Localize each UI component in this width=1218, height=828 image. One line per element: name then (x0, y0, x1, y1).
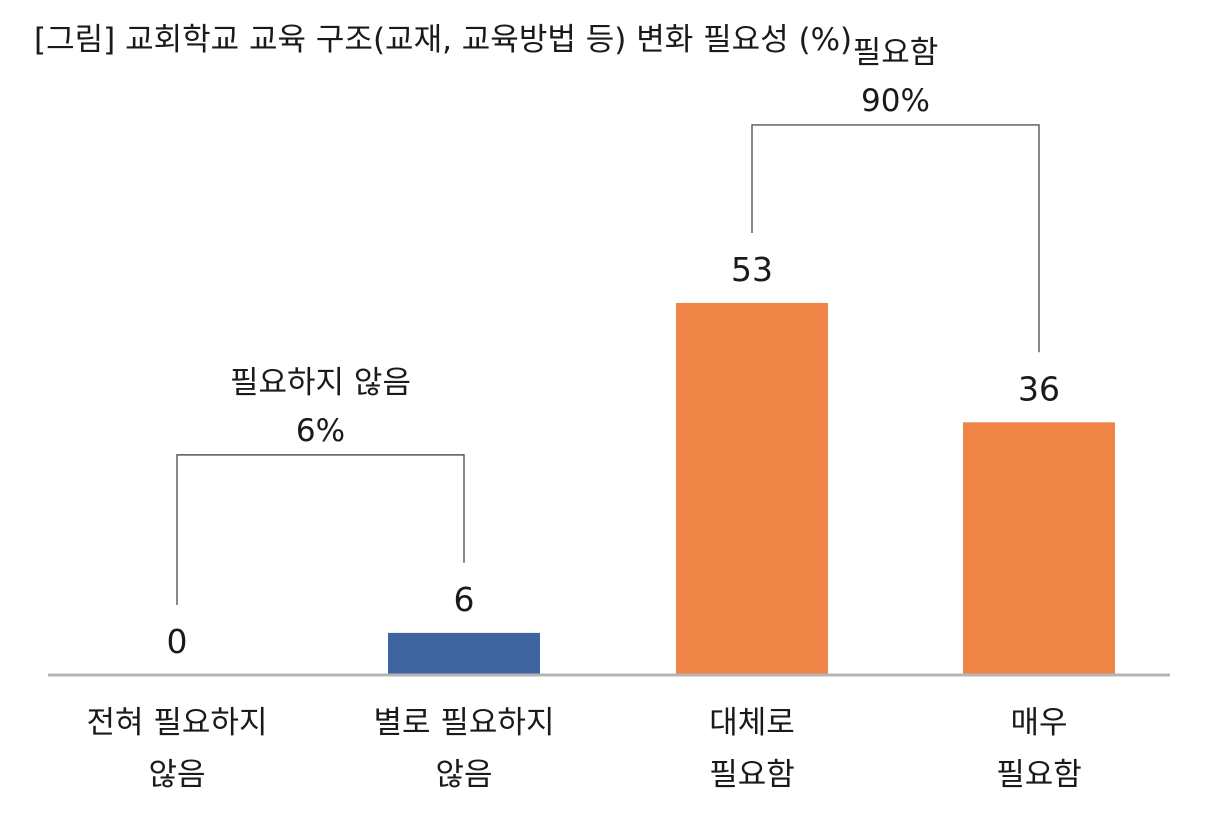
group-bracket-1 (751, 124, 1040, 353)
category-label-3-0: 매우 (1010, 705, 1067, 741)
category-label-2-1: 필요함 (709, 757, 795, 793)
value-label-1: 6 (454, 580, 475, 619)
category-label-0-1: 않음 (148, 757, 205, 793)
group-label-0: 필요하지 않음 (230, 365, 411, 401)
bar-2 (676, 302, 828, 675)
category-label-3-1: 필요함 (996, 757, 1082, 793)
group-bracket-0 (176, 454, 465, 605)
category-label-0-0: 전혀 필요하지 (87, 705, 268, 741)
group-total-1: 90% (861, 83, 930, 119)
bar-3 (963, 422, 1115, 675)
group-total-0: 6% (296, 413, 345, 449)
bar-1 (388, 632, 540, 675)
category-label-1-1: 않음 (435, 757, 492, 793)
value-label-0: 0 (167, 622, 188, 661)
value-label-2: 53 (731, 250, 773, 289)
group-label-1: 필요함 (853, 35, 939, 71)
category-label-1-0: 별로 필요하지 (374, 705, 555, 741)
category-label-2-0: 대체로 (709, 705, 795, 741)
chart-title: [그림] 교회학교 교육 구조(교재, 교육방법 등) 변화 필요성 (%) (34, 22, 853, 58)
value-label-3: 36 (1018, 369, 1060, 408)
